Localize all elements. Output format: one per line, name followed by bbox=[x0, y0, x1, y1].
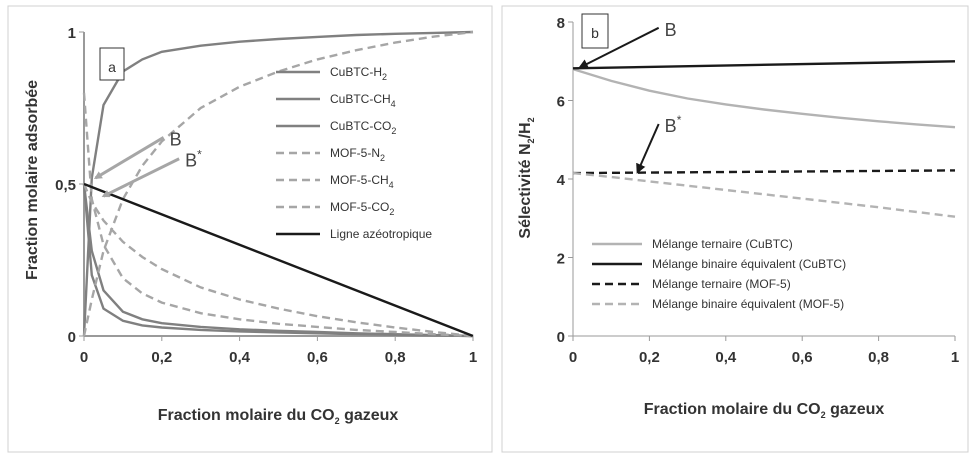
b-legend-label: Mélange binaire équivalent (MOF-5) bbox=[652, 297, 844, 311]
svg-text:a: a bbox=[108, 59, 116, 75]
panel-a-frame bbox=[7, 5, 493, 453]
b-y-tick-label: 4 bbox=[557, 172, 566, 189]
a-x-tick-label: 0,6 bbox=[307, 349, 328, 366]
b-annotation-arrow bbox=[577, 26, 660, 69]
b-legend-label: Mélange ternaire (CuBTC) bbox=[652, 237, 793, 251]
a-legend-label: MOF-5-CH4 bbox=[330, 173, 394, 190]
a-annotation-arrow bbox=[93, 136, 165, 180]
b-annotation-arrow bbox=[636, 123, 660, 174]
panel-b-annotations: B B* bbox=[577, 20, 682, 174]
a-x-tick-label: 1 bbox=[469, 349, 477, 366]
a-y-tick-label: 0,5 bbox=[55, 177, 76, 194]
a-x-tick-label: 0,4 bbox=[229, 349, 251, 366]
panel-a-legend: CuBTC-H2 CuBTC-CH4 CuBTC-CO2 MOF-5-N2 MOF-5-… bbox=[276, 65, 432, 241]
a-x-tick-label: 0,8 bbox=[385, 349, 406, 366]
a-legend-label: MOF-5-N2 bbox=[330, 146, 385, 163]
panel-b-legend: Mélange ternaire (CuBTC) Mélange binaire … bbox=[592, 237, 846, 311]
b-legend-label: Mélange binaire équivalent (CuBTC) bbox=[652, 257, 846, 271]
a-series-3-line bbox=[82, 92, 474, 338]
panel-b-plot bbox=[572, 22, 956, 337]
b-y-tick-label: 2 bbox=[557, 251, 565, 268]
panel-b-ylabel: Sélectivité N2/H2 bbox=[517, 117, 536, 238]
b-series-2-line bbox=[572, 169, 956, 175]
svg-text:b: b bbox=[591, 25, 599, 41]
a-legend-label: Ligne azéotropique bbox=[330, 227, 432, 241]
a-annotation-label: B bbox=[170, 129, 182, 149]
b-x-tick-label: 0,4 bbox=[715, 349, 737, 366]
a-series-6-line bbox=[83, 182, 474, 338]
panel-b-frame bbox=[501, 5, 969, 453]
b-x-tick-label: 1 bbox=[951, 349, 959, 366]
a-annotation-arrow bbox=[101, 157, 180, 198]
a-legend-label: CuBTC-H2 bbox=[330, 65, 387, 82]
b-series-0-line bbox=[572, 67, 956, 129]
b-series-1-line bbox=[572, 60, 956, 70]
panel-a-label-box: a bbox=[99, 47, 125, 81]
b-x-tick-label: 0 bbox=[569, 349, 577, 366]
panel-a-xlabel: Fraction molaire du CO2 gazeux bbox=[158, 407, 399, 426]
a-annotation-label: B* bbox=[185, 148, 202, 171]
a-y-tick-label: 1 bbox=[68, 25, 76, 42]
a-series-4-line bbox=[82, 183, 474, 338]
a-legend-label: CuBTC-CH4 bbox=[330, 92, 396, 109]
panel-a-plot bbox=[82, 30, 474, 338]
b-annotation-label: B bbox=[665, 20, 677, 40]
panel-a-ylabel: Fraction molaire adsorbée bbox=[24, 80, 41, 280]
b-y-tick-label: 0 bbox=[557, 329, 565, 346]
a-x-tick-label: 0 bbox=[80, 349, 88, 366]
a-series-1-line bbox=[82, 183, 474, 338]
panel-a-ticks: 0 0,2 0,4 0,6 0,8 1 0 0,5 1 bbox=[55, 25, 477, 366]
a-series-5-line bbox=[82, 30, 474, 337]
b-legend-label: Mélange ternaire (MOF-5) bbox=[652, 277, 791, 291]
b-x-tick-label: 0,6 bbox=[792, 349, 813, 366]
b-y-tick-label: 8 bbox=[557, 15, 565, 32]
b-x-tick-label: 0,8 bbox=[868, 349, 889, 366]
a-legend-label: MOF-5-CO2 bbox=[330, 200, 394, 217]
panel-b-label-box: b bbox=[581, 13, 609, 49]
b-annotation-label: B* bbox=[665, 113, 682, 136]
panel-a-annotations: BB* bbox=[93, 129, 202, 198]
panel-b-ticks: 0 0,2 0,4 0,6 0,8 1 0 2 4 6 8 bbox=[557, 15, 960, 366]
a-legend-label: CuBTC-CO2 bbox=[330, 119, 396, 136]
a-series-2-line bbox=[82, 30, 474, 337]
a-y-tick-label: 0 bbox=[68, 329, 76, 346]
panel-b-xlabel: Fraction molaire du CO2 gazeux bbox=[644, 401, 885, 420]
b-x-tick-label: 0,2 bbox=[639, 349, 660, 366]
b-y-tick-label: 6 bbox=[557, 94, 565, 111]
a-x-tick-label: 0,2 bbox=[151, 349, 172, 366]
